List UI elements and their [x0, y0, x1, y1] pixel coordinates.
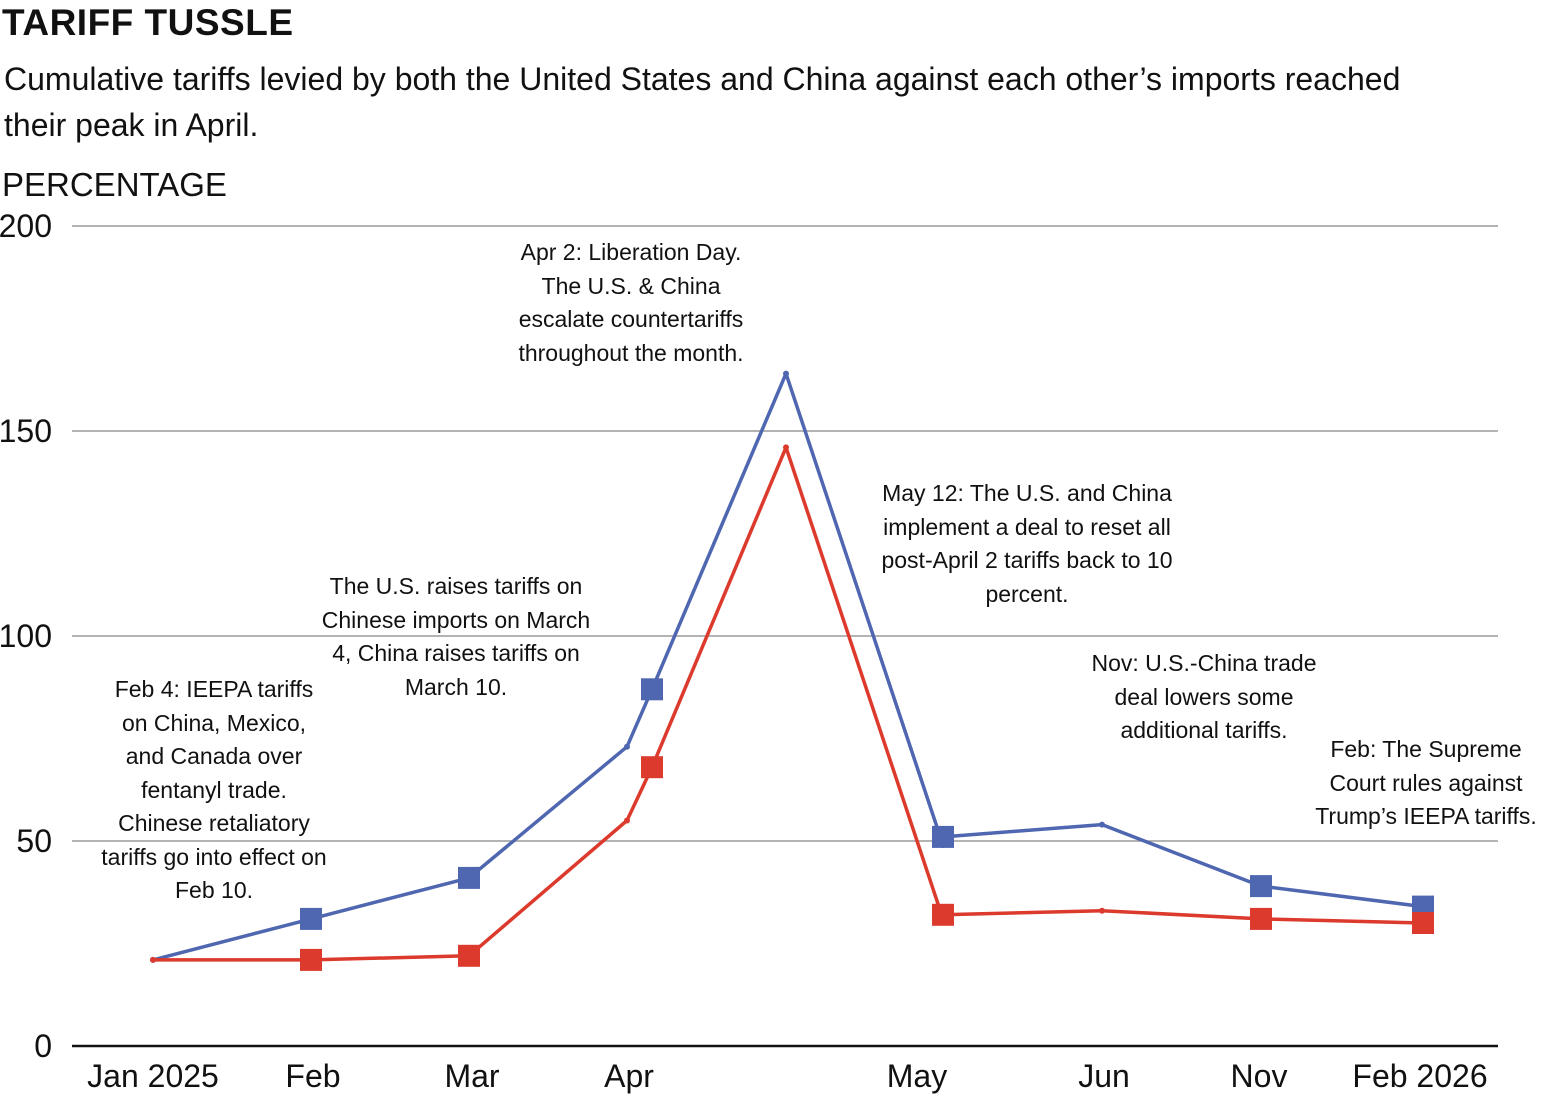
series-2-point — [783, 444, 789, 451]
series-1-point — [1099, 821, 1105, 828]
series-1-marker — [458, 866, 480, 889]
y-axis-unit-label: PERCENTAGE — [2, 166, 227, 203]
series-2-marker — [300, 948, 322, 971]
y-axis-ticks: 0 50 100 150 200 — [0, 208, 52, 1064]
series-2-marker — [458, 944, 480, 967]
x-axis-ticks: Jan 2025 Feb Mar Apr May Jun Nov Feb 2026 — [87, 1058, 1487, 1094]
chart-subtitle: Cumulative tariffs levied by both the Un… — [4, 61, 1401, 143]
series-2-point — [150, 956, 156, 963]
x-tick-label: Jun — [1078, 1058, 1130, 1094]
series-layer — [150, 370, 1434, 971]
series-1-marker — [300, 907, 322, 930]
y-tick-label: 0 — [34, 1028, 52, 1064]
x-tick-label: Mar — [444, 1058, 499, 1094]
annotation-feb-ieepa: Feb 4: IEEPA tariffs on China, Mexico, a… — [101, 676, 327, 903]
annotation-march-raises: The U.S. raises tariffs on Chinese impor… — [321, 573, 591, 700]
chart-title: TARIFF TUSSLE — [2, 2, 294, 43]
gridlines — [72, 225, 1498, 1048]
y-tick-label: 150 — [0, 413, 52, 449]
series-2-marker — [641, 756, 663, 779]
series-1-point — [624, 743, 630, 750]
x-tick-label: Jan 2025 — [87, 1058, 219, 1094]
y-tick-label: 200 — [0, 208, 52, 244]
series-2-marker — [1412, 912, 1434, 934]
series-2-point — [624, 817, 630, 824]
x-tick-label: Feb 2026 — [1352, 1058, 1487, 1094]
annotation-nov-deal: Nov: U.S.-China trade deal lowers some a… — [1091, 650, 1317, 743]
annotation-may-deal: May 12: The U.S. and China implement a d… — [881, 480, 1173, 607]
series-1-marker — [1250, 875, 1272, 898]
annotation-supreme-court: Feb: The Supreme Court rules against Tru… — [1315, 736, 1537, 829]
x-tick-label: Nov — [1231, 1058, 1288, 1094]
series-2-marker — [1250, 907, 1272, 930]
series-2-point — [1099, 907, 1105, 914]
x-tick-label: Feb — [285, 1058, 340, 1094]
series-1-marker — [932, 825, 954, 848]
x-tick-label: May — [887, 1058, 947, 1094]
y-tick-label: 50 — [16, 823, 52, 859]
x-tick-label: Apr — [604, 1058, 654, 1094]
series-2-marker — [932, 903, 954, 926]
y-tick-label: 100 — [0, 618, 52, 654]
annotation-liberation-day: Apr 2: Liberation Day. The U.S. & China … — [518, 239, 744, 366]
series-1-marker — [641, 678, 663, 701]
series-1-point — [783, 370, 789, 377]
